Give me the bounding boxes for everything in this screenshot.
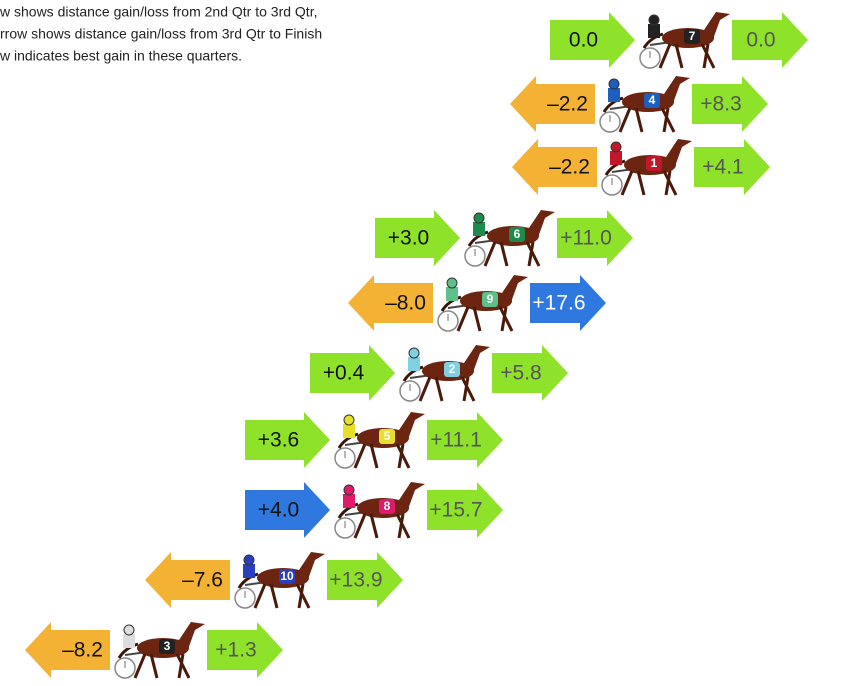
driver-head xyxy=(344,485,354,495)
arrow-value: –2.2 xyxy=(547,93,588,116)
legend-line: w indicates best gain in these quarters. xyxy=(0,48,242,64)
horse-number: 5 xyxy=(384,429,391,443)
horse-icon: 6 xyxy=(465,210,555,266)
left-arrow: +4.0 xyxy=(245,482,330,538)
horse-icon: 4 xyxy=(600,76,690,132)
arrow-value: –2.2 xyxy=(549,156,590,179)
driver-head xyxy=(474,213,484,223)
horse-icon: 1 xyxy=(602,139,692,195)
left-arrow: +0.4 xyxy=(310,345,395,401)
horse-icon: 7 xyxy=(640,12,730,68)
driver-body xyxy=(123,634,135,648)
arrow-value: –8.0 xyxy=(385,292,426,315)
legend-line: w shows distance gain/loss from 2nd Qtr … xyxy=(0,4,317,20)
horse-leg xyxy=(420,377,430,401)
right-arrow: +13.9 xyxy=(327,552,403,608)
right-arrow: +1.3 xyxy=(207,622,283,678)
right-arrow: +5.8 xyxy=(492,345,568,401)
right-arrow: +15.7 xyxy=(427,482,503,538)
driver-head xyxy=(409,348,419,358)
horse-leg xyxy=(660,44,670,68)
right-arrow: +8.3 xyxy=(692,76,768,132)
horse-icon: 9 xyxy=(438,275,528,331)
arrow-value: +0.4 xyxy=(323,362,365,385)
horse-leg xyxy=(255,584,265,608)
horse-number: 10 xyxy=(280,569,294,583)
left-arrow: –8.2 xyxy=(25,622,110,678)
horse-icon: 8 xyxy=(335,482,425,538)
driver-body xyxy=(610,151,622,165)
driver-body xyxy=(473,222,485,236)
horse-leg xyxy=(355,444,365,468)
horse-number: 1 xyxy=(651,156,658,170)
right-arrow: +17.6 xyxy=(530,275,606,331)
arrow-value: 0.0 xyxy=(746,29,775,52)
horse-leg xyxy=(135,654,145,678)
arrow-value: +3.0 xyxy=(388,227,429,250)
horse-leg xyxy=(485,242,495,266)
driver-head xyxy=(124,625,134,635)
driver-head xyxy=(244,555,254,565)
horse-leg xyxy=(620,108,630,132)
arrow-value: +11.1 xyxy=(430,429,482,452)
horse-number: 4 xyxy=(649,93,656,107)
horse-leg xyxy=(355,514,365,538)
horse-icon: 10 xyxy=(235,552,325,608)
driver-head xyxy=(344,415,354,425)
right-arrow: +11.0 xyxy=(557,210,633,266)
arrow-value: –8.2 xyxy=(62,639,103,662)
driver-head xyxy=(611,142,621,152)
driver-head xyxy=(649,15,659,25)
arrow-value: +1.3 xyxy=(215,639,256,662)
arrow-value: +15.7 xyxy=(429,499,482,522)
driver-head xyxy=(447,278,457,288)
arrow-value: +17.6 xyxy=(532,292,585,315)
horse-leg xyxy=(458,307,468,331)
horse-number: 7 xyxy=(689,29,696,43)
right-arrow: +11.1 xyxy=(427,412,503,468)
left-arrow: –2.2 xyxy=(510,76,595,132)
horse-leg xyxy=(622,171,632,195)
arrow-value: +3.6 xyxy=(258,429,299,452)
horse-number: 8 xyxy=(384,499,391,513)
horse-icon: 2 xyxy=(400,345,490,401)
arrow-value: +8.3 xyxy=(700,93,741,116)
driver-body xyxy=(343,494,355,508)
driver-body xyxy=(408,357,420,371)
arrow-value: +4.1 xyxy=(702,156,743,179)
horse-number: 2 xyxy=(449,362,456,376)
driver-body xyxy=(243,564,255,578)
driver-head xyxy=(609,79,619,89)
horse-icon: 3 xyxy=(115,622,205,678)
arrow-value: +5.8 xyxy=(500,362,541,385)
left-arrow: +3.6 xyxy=(245,412,330,468)
driver-body xyxy=(648,24,660,38)
horse-number: 3 xyxy=(164,639,171,653)
right-arrow: +4.1 xyxy=(694,139,770,195)
arrow-value: +13.9 xyxy=(329,569,382,592)
horse-number: 6 xyxy=(514,227,521,241)
left-arrow: +3.0 xyxy=(375,210,460,266)
left-arrow: 0.0 xyxy=(550,12,635,68)
arrow-value: +4.0 xyxy=(258,499,299,522)
horse-icon: 5 xyxy=(335,412,425,468)
driver-body xyxy=(446,287,458,301)
arrow-value: 0.0 xyxy=(569,29,598,52)
horse-number: 9 xyxy=(487,292,494,306)
left-arrow: –7.6 xyxy=(145,552,230,608)
race-diagram: w shows distance gain/loss from 2nd Qtr … xyxy=(0,0,844,686)
left-arrow: –2.2 xyxy=(512,139,597,195)
arrow-value: +11.0 xyxy=(560,227,612,250)
left-arrow: –8.0 xyxy=(348,275,433,331)
driver-body xyxy=(608,88,620,102)
legend-line: rrow shows distance gain/loss from 3rd Q… xyxy=(0,26,322,42)
driver-body xyxy=(343,424,355,438)
right-arrow: 0.0 xyxy=(732,12,808,68)
arrow-value: –7.6 xyxy=(182,569,223,592)
